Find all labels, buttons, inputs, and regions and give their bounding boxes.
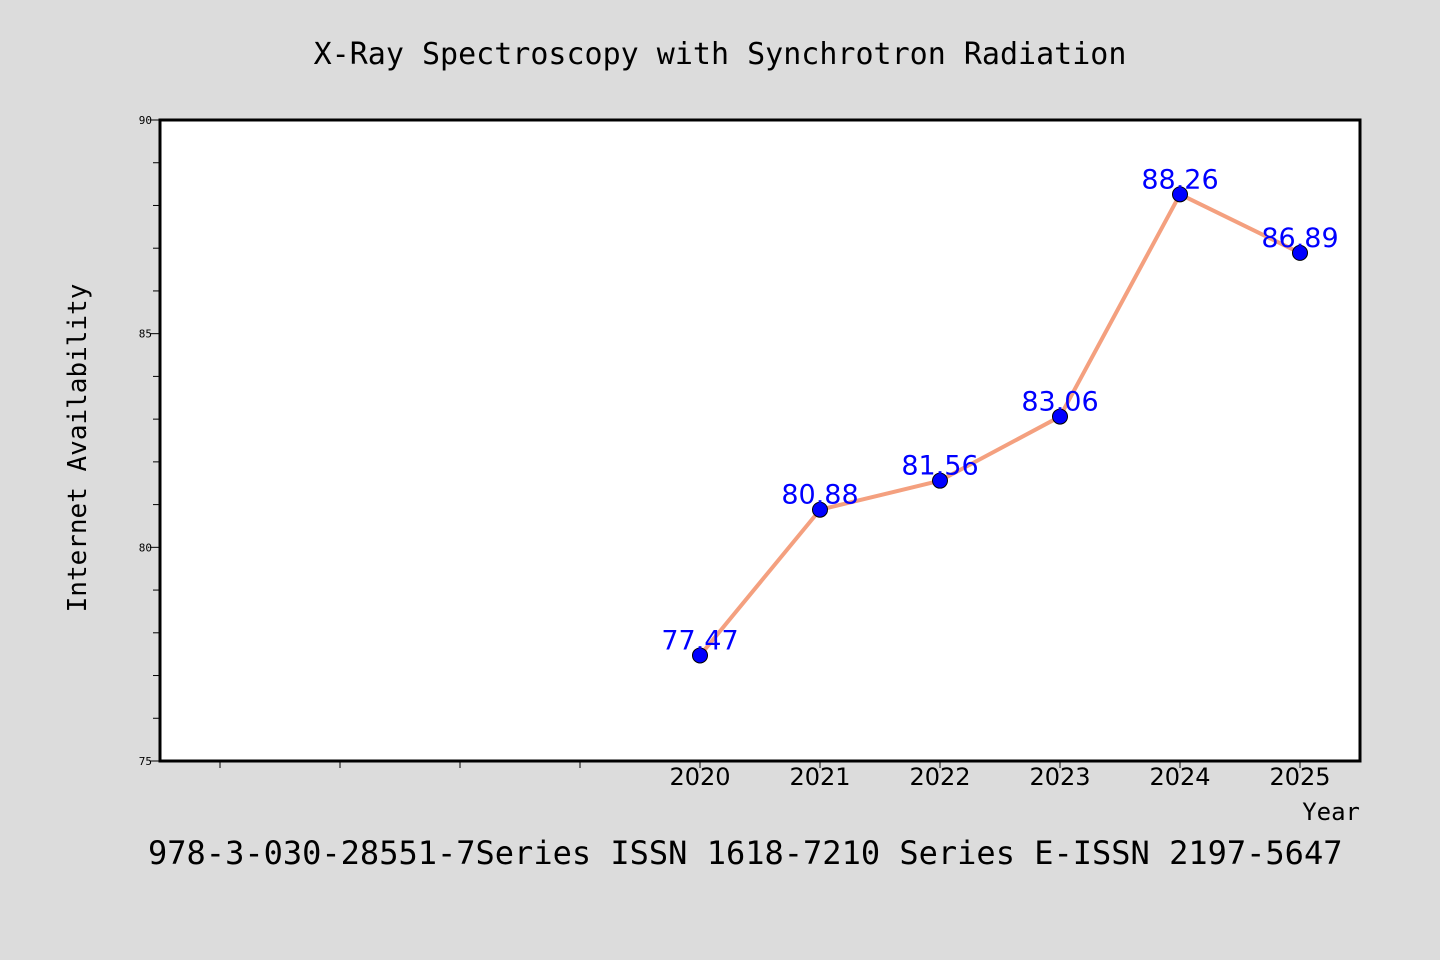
data-point — [1292, 244, 1308, 261]
x-tick-label: 2023 — [1029, 763, 1090, 791]
data-point — [692, 647, 708, 664]
data-point — [1052, 408, 1068, 425]
data-label: 86.89 — [1261, 223, 1338, 254]
data-point — [812, 501, 828, 518]
series-line: 77.47 80.88 81.56 83.06 88.26 86.89 — [661, 164, 1339, 664]
footer-text: 978-3-030-28551-7Series ISSN 1618-7210 S… — [148, 834, 1342, 872]
data-label: 77.47 — [661, 625, 738, 656]
data-label: 83.06 — [1021, 387, 1098, 418]
x-tick-label: 2022 — [909, 763, 970, 791]
data-point — [1172, 186, 1188, 203]
x-tick-label: 2025 — [1269, 763, 1330, 791]
y-tick-label: 75 — [139, 755, 152, 768]
y-axis-label: Internet Availability — [63, 284, 93, 613]
x-tick-label: 2021 — [789, 763, 850, 791]
chart-title: X-Ray Spectroscopy with Synchrotron Radi… — [314, 37, 1127, 72]
x-tick-label: 2024 — [1149, 763, 1210, 791]
y-tick-label: 85 — [139, 328, 152, 341]
data-label: 80.88 — [781, 480, 858, 511]
x-axis-label: Year — [1302, 798, 1360, 826]
series-line-path — [698, 192, 1302, 658]
data-label: 88.26 — [1141, 164, 1218, 195]
data-point — [932, 472, 948, 489]
x-tick-label: 2020 — [669, 763, 730, 791]
y-tick-label: 80 — [139, 541, 152, 554]
x-axis: 2020 2021 2022 2023 2024 2025 — [219, 761, 1331, 791]
plot-area — [158, 118, 1362, 763]
y-tick-label: 90 — [139, 114, 152, 127]
y-axis: 75 80 85 90 — [139, 114, 160, 768]
data-label: 81.56 — [901, 451, 978, 482]
